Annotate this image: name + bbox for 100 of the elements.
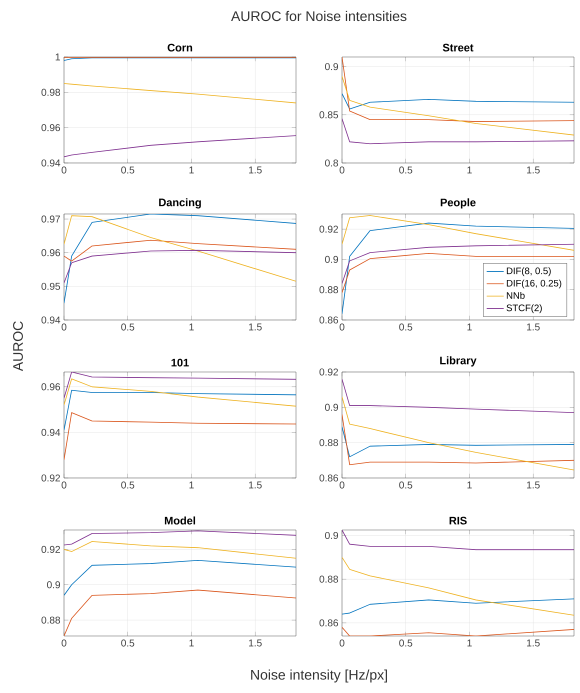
line-series (342, 118, 574, 144)
line-series (342, 378, 574, 414)
line-series (64, 214, 296, 304)
y-tick-label: 0.96 (41, 249, 60, 256)
x-tick-label: 0.5 (399, 640, 412, 647)
line-series (342, 396, 574, 470)
legend-label: DIF(8, 0.5) (506, 267, 551, 276)
line-series (342, 598, 574, 615)
legend-label: STCF(2) (506, 304, 542, 314)
line-series (342, 556, 574, 616)
x-tick-label: 1.5 (527, 166, 540, 174)
line-series (342, 626, 574, 636)
y-tick-label: 0.9 (325, 404, 338, 411)
line-series (64, 390, 296, 431)
chart-title: Library (440, 356, 477, 366)
y-tick-label: 0.94 (41, 428, 60, 436)
line-series (64, 590, 296, 636)
y-tick-label: 0.88 (41, 616, 60, 624)
x-tick-label: 1.5 (249, 324, 262, 330)
y-tick-label: 0.92 (41, 474, 60, 482)
x-tick-label: 0.5 (121, 166, 134, 174)
x-tick-label: 0.5 (399, 324, 412, 331)
line-series (342, 530, 574, 550)
y-tick-label: 0.92 (319, 226, 338, 233)
y-tick-label: 0.92 (41, 546, 60, 553)
line-series (64, 250, 296, 284)
y-tick-label: 0.9 (47, 581, 60, 588)
x-tick-label: 0 (62, 640, 66, 647)
line-series (64, 83, 296, 104)
y-tick-label: 0.9 (325, 63, 338, 70)
x-tick-label: 1 (189, 482, 194, 488)
y-tick-label: 0.86 (319, 316, 338, 324)
x-axis-title: Noise intensity [Hz/px] (251, 669, 387, 682)
x-tick-label: 1.5 (527, 482, 540, 488)
chart-title: RIS (450, 516, 467, 525)
line-series (342, 252, 574, 294)
x-tick-label: 0.5 (121, 324, 134, 331)
y-tick-label: 1 (56, 54, 60, 60)
y-tick-label: 0.88 (319, 576, 338, 583)
y-tick-label: 0.97 (41, 216, 60, 223)
x-tick-label: 1 (467, 640, 472, 646)
legend-label: NNb (506, 292, 525, 299)
line-series (64, 541, 296, 559)
x-tick-label: 1 (467, 482, 472, 488)
line-series (342, 215, 574, 251)
y-tick-label: 0.94 (41, 159, 60, 167)
chart-title: Model (164, 516, 196, 524)
line-series (64, 215, 296, 282)
line-series (64, 240, 296, 262)
y-tick-label: 0.85 (319, 111, 338, 118)
y-axis-title: AUROC (13, 321, 23, 372)
x-tick-label: 1 (189, 324, 194, 330)
y-tick-label: 0.86 (319, 474, 338, 482)
x-tick-label: 0 (340, 166, 344, 174)
x-tick-label: 0.5 (121, 640, 134, 647)
x-tick-label: 1 (467, 166, 472, 174)
line-series (64, 135, 296, 158)
x-tick-label: 1 (189, 166, 194, 174)
line-series (342, 222, 574, 314)
x-tick-label: 1.5 (527, 324, 540, 330)
y-tick-label: 0.88 (319, 286, 338, 294)
x-tick-label: 0 (340, 324, 344, 331)
x-tick-label: 0 (340, 640, 344, 647)
y-tick-label: 0.96 (41, 124, 60, 132)
line-series (64, 530, 296, 546)
x-tick-label: 0 (340, 482, 344, 489)
legend-label: DIF(16, 0.25) (506, 280, 562, 288)
x-tick-label: 1.5 (527, 640, 540, 646)
chart-title: People (440, 198, 476, 208)
line-series (64, 372, 296, 399)
x-tick-label: 1 (467, 324, 472, 330)
x-tick-label: 1 (189, 640, 194, 646)
text: AUROC for Noise intensities (231, 10, 406, 22)
x-tick-label: 1.5 (249, 166, 262, 174)
y-tick-label: 0.94 (41, 316, 60, 324)
chart-title: 101 (172, 358, 189, 366)
line-series (342, 93, 574, 110)
x-tick-label: 1.5 (249, 640, 262, 646)
x-tick-label: 0.5 (399, 166, 412, 174)
y-tick-label: 0.98 (41, 88, 60, 96)
x-tick-label: 1.5 (249, 482, 262, 488)
line-series (64, 378, 296, 407)
y-tick-label: 0.88 (319, 439, 338, 446)
line-series (342, 414, 574, 466)
line-series (342, 426, 574, 458)
y-tick-label: 0.95 (41, 282, 60, 290)
line-series (342, 56, 574, 122)
y-tick-label: 0.9 (325, 256, 338, 263)
line-series (342, 76, 574, 136)
x-tick-label: 0.5 (399, 482, 412, 489)
line-series (64, 560, 296, 596)
line-series (64, 412, 296, 460)
y-tick-label: 0.8 (325, 159, 338, 167)
x-tick-label: 0.5 (121, 482, 134, 489)
y-tick-label: 0.96 (41, 383, 60, 390)
x-tick-label: 0 (62, 482, 66, 489)
chart-title: Street (442, 44, 474, 52)
y-tick-label: 0.86 (319, 619, 338, 626)
chart-title: Dancing (159, 198, 201, 208)
y-tick-label: 0.9 (325, 532, 338, 539)
